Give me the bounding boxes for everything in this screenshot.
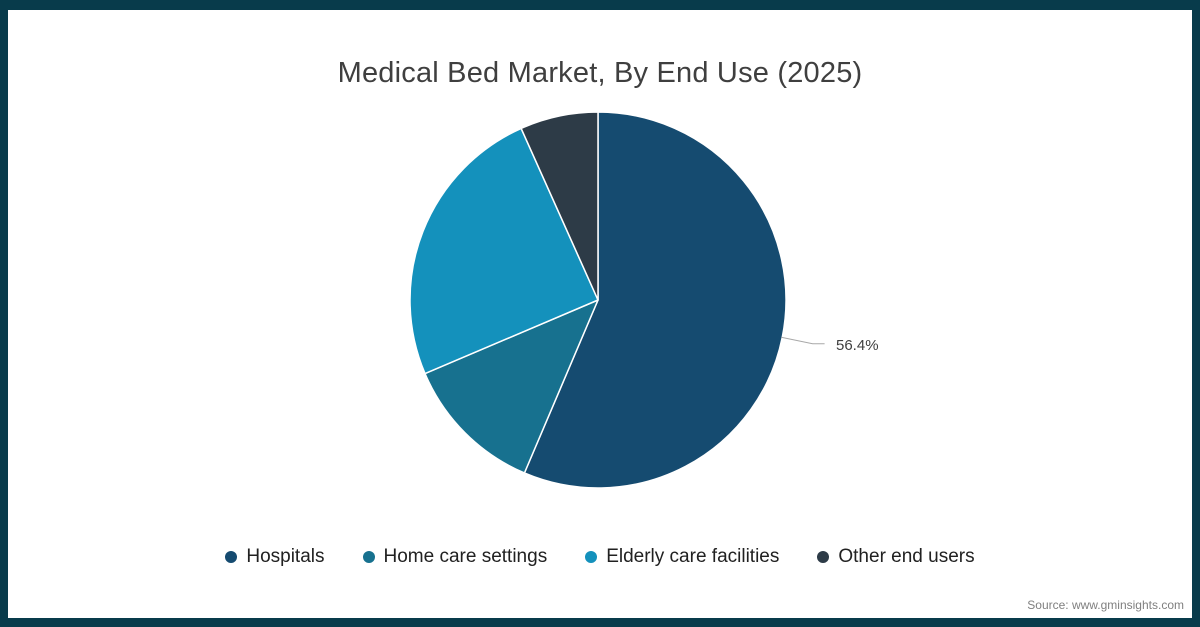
legend-item-home-care-settings: Home care settings <box>362 545 548 569</box>
legend-item-elderly-care-facilities: Elderly care facilities <box>585 545 779 569</box>
legend-label: Other end users <box>838 546 975 567</box>
legend-label: Home care settings <box>383 546 548 567</box>
legend-item-hospitals: Hospitals <box>225 545 325 569</box>
legend-marker-other-end-users <box>817 551 830 563</box>
legend-marker-hospitals <box>225 551 238 563</box>
legend-label: Elderly care facilities <box>606 546 780 567</box>
legend-item-other-end-users: Other end users <box>817 545 975 569</box>
legend: Hospitals Home care settings Elderly care … <box>8 543 1192 571</box>
data-label-hospitals: 56.4% <box>836 337 879 354</box>
pie-slice-other-end-users <box>520 111 599 301</box>
legend-label: Hospitals <box>246 546 325 567</box>
data-label-leader-line <box>781 336 825 345</box>
pie-chart <box>409 111 825 489</box>
legend-marker-elderly-care-facilities <box>585 551 598 563</box>
chart-title: Medical Bed Market, By End Use (2025) <box>337 57 863 89</box>
pie-slice-elderly-care-facilities <box>409 127 599 375</box>
pie-slice-home-care-settings <box>424 299 599 474</box>
legend-marker-home-care-settings <box>362 551 375 563</box>
source-attribution: Source: www.gminsights.com <box>1027 598 1184 612</box>
